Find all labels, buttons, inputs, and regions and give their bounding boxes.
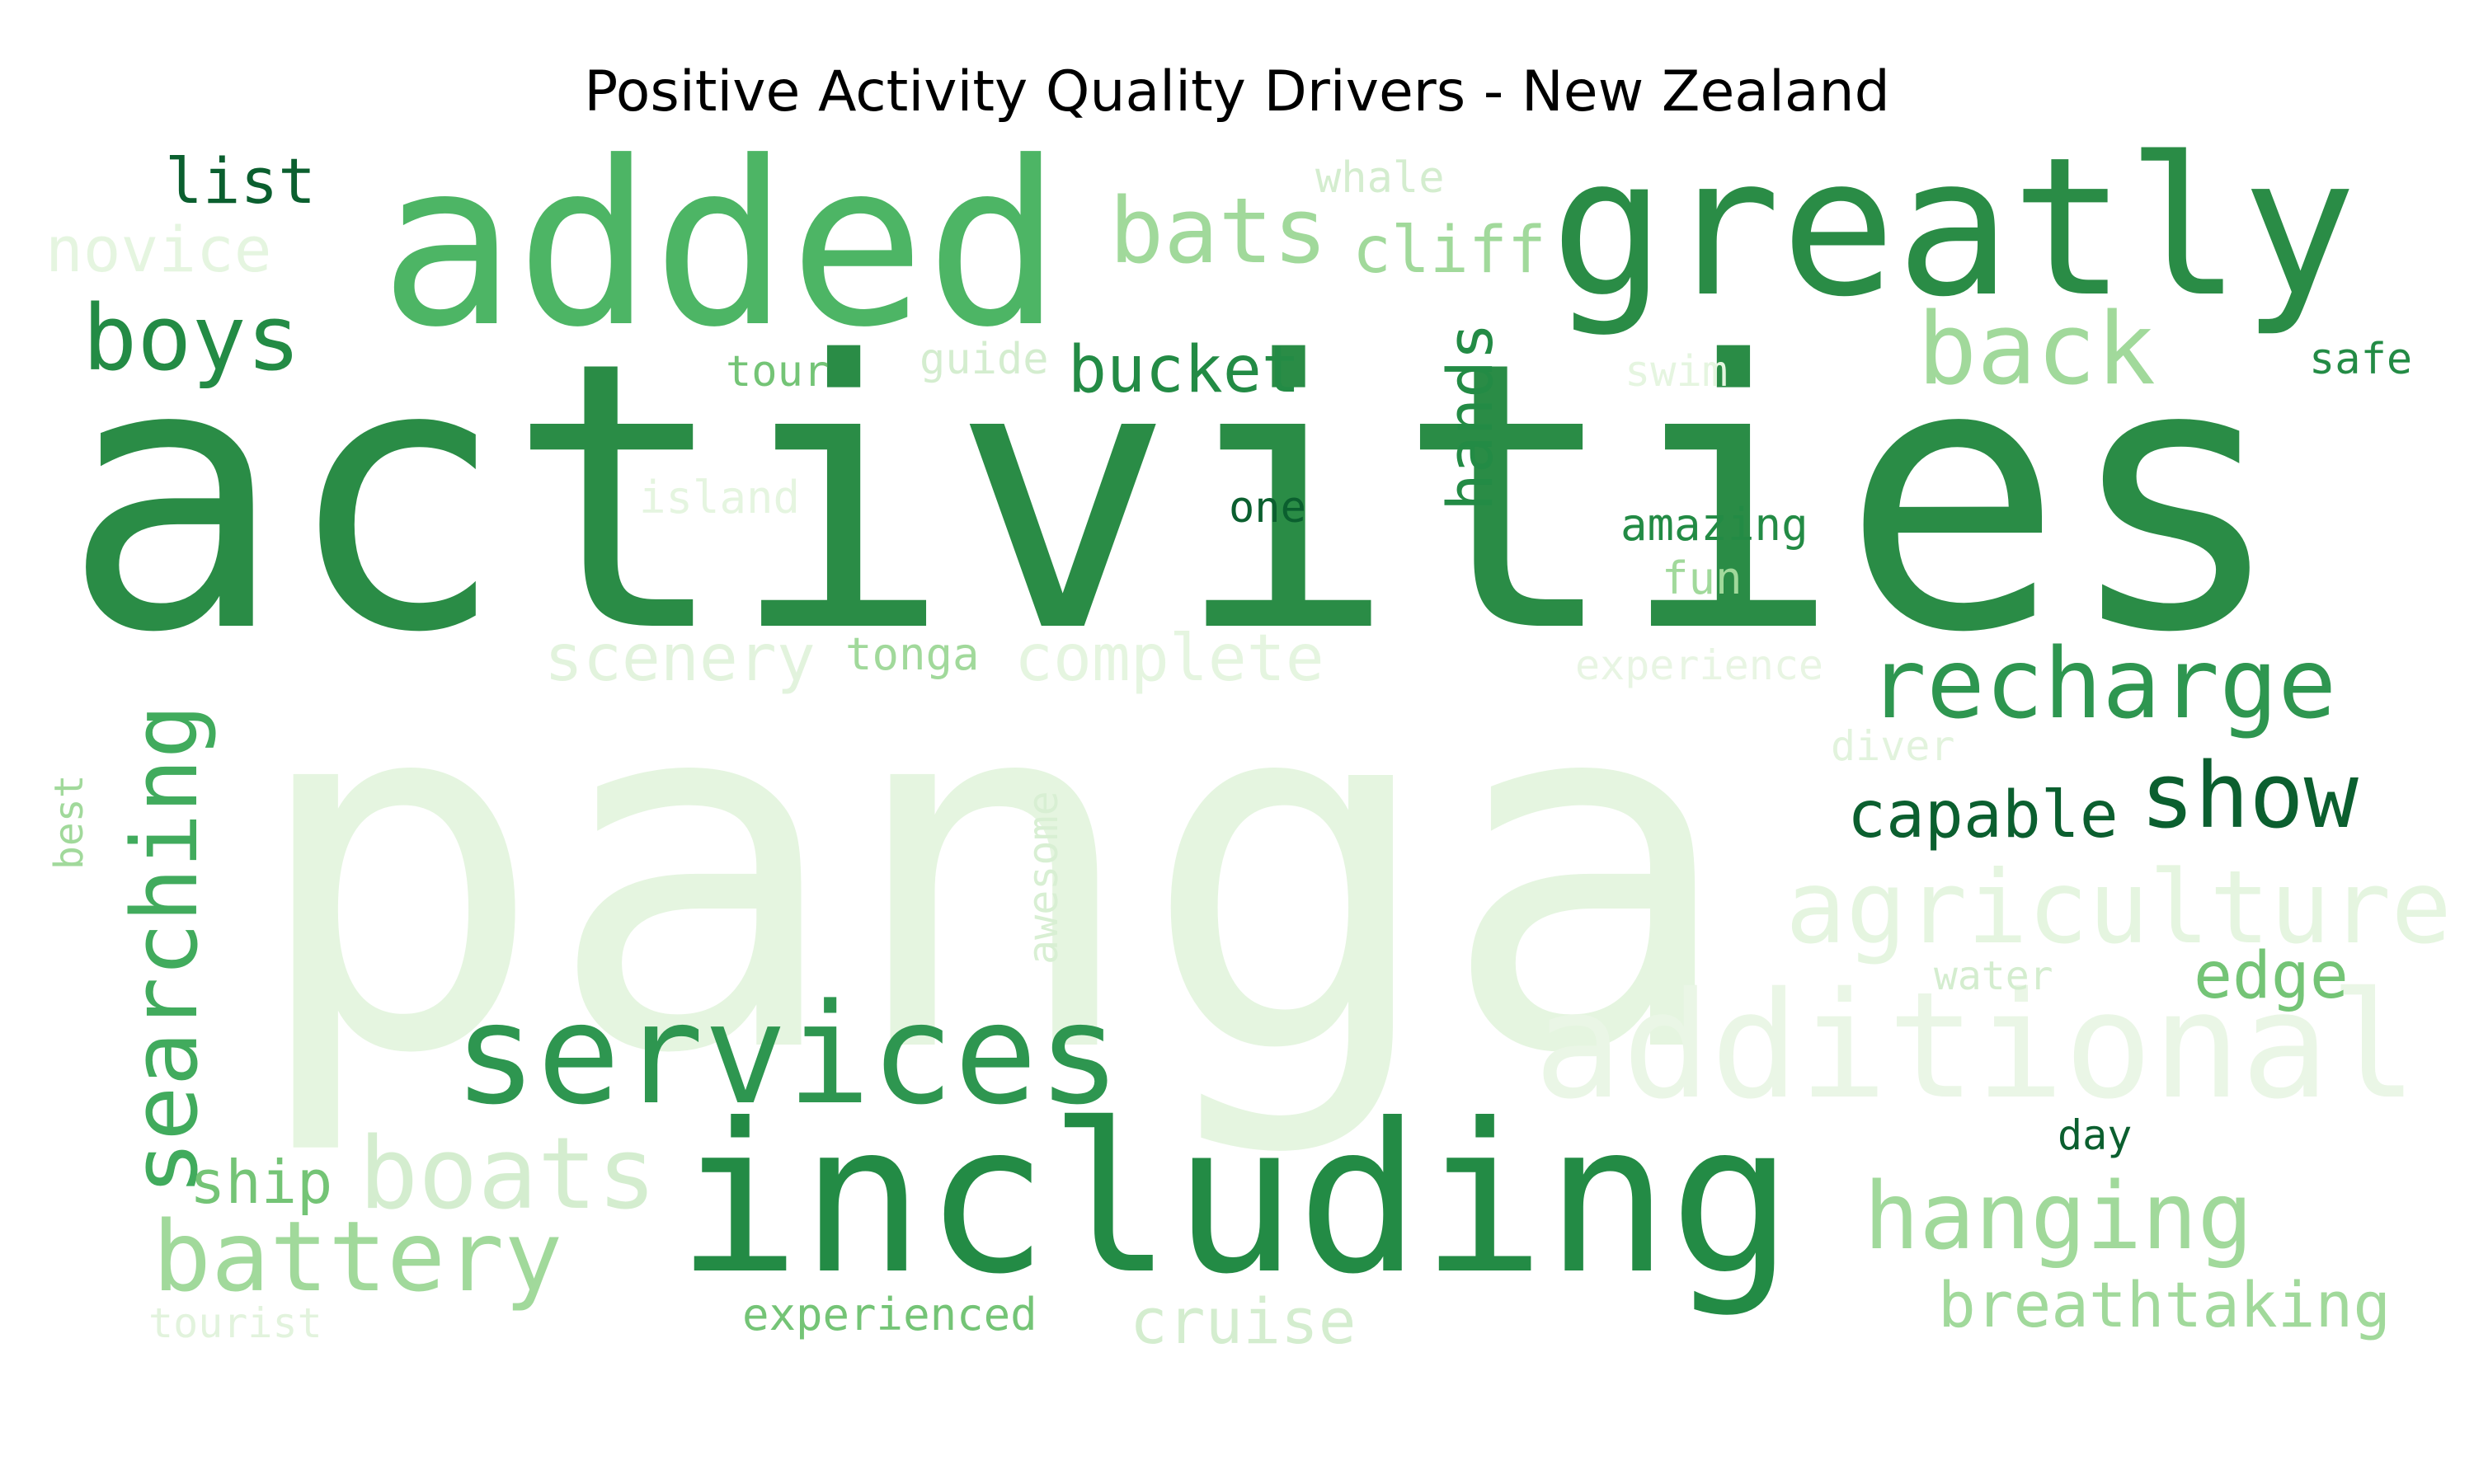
word-cliff: cliff	[1352, 214, 1546, 288]
word-panga: panga	[247, 585, 1738, 1162]
word-island: island	[639, 472, 801, 524]
word-cruise: cruise	[1130, 1284, 1357, 1358]
word-added: added	[379, 113, 1062, 377]
word-list: list	[165, 144, 317, 218]
word-experience: experience	[1575, 641, 1824, 689]
word-guide: guide	[920, 335, 1049, 384]
word-one: one	[1229, 483, 1306, 533]
word-scenery: scenery	[544, 622, 816, 696]
word-boats: boats	[359, 1117, 657, 1232]
word-bats: bats	[1109, 178, 1328, 284]
word-experienced: experienced	[742, 1289, 1037, 1341]
word-capable: capable	[1847, 778, 2119, 852]
word-ship: ship	[190, 1148, 333, 1217]
word-day: day	[2058, 1111, 2133, 1159]
word-activities: activities	[62, 283, 2287, 713]
word-additional: additional	[1534, 960, 2418, 1131]
word-novice: novice	[45, 213, 272, 286]
word-bucket: bucket	[1068, 333, 1300, 407]
word-hanging: hanging	[1864, 1163, 2254, 1270]
word-edge: edge	[2194, 939, 2349, 1013]
word-whale: whale	[1315, 153, 1445, 203]
word-recharge: recharge	[1868, 627, 2337, 740]
word-safe: safe	[2309, 335, 2413, 384]
word-tonga: tonga	[845, 628, 980, 680]
word-tourist: tourist	[148, 1299, 322, 1347]
word-battery: battery	[153, 1200, 563, 1313]
chart-title: Positive Activity Quality Drivers - New …	[584, 59, 1890, 124]
word-water: water	[1934, 953, 2053, 999]
word-searching: searching	[112, 703, 218, 1195]
word-tour: tour	[726, 347, 830, 397]
word-hands: hands	[1433, 322, 1507, 511]
word-fun: fun	[1662, 552, 1743, 604]
word-complete: complete	[1014, 622, 1324, 696]
word-awesome: awesome	[1019, 791, 1067, 965]
word-agriculture: agriculture	[1785, 849, 2452, 966]
word-back: back	[1917, 293, 2156, 407]
word-show: show	[2140, 743, 2359, 848]
word-diver: diver	[1831, 722, 1955, 770]
word-amazing: amazing	[1620, 499, 1808, 551]
word-swim: swim	[1625, 347, 1729, 397]
word-greatly: greatly	[1550, 116, 2357, 339]
word-including: including	[676, 1079, 1794, 1319]
word-best: best	[46, 774, 92, 870]
word-boys: boys	[82, 285, 301, 391]
word-services: services	[454, 974, 1122, 1135]
word-breathtaking: breathtaking	[1938, 1268, 2392, 1341]
